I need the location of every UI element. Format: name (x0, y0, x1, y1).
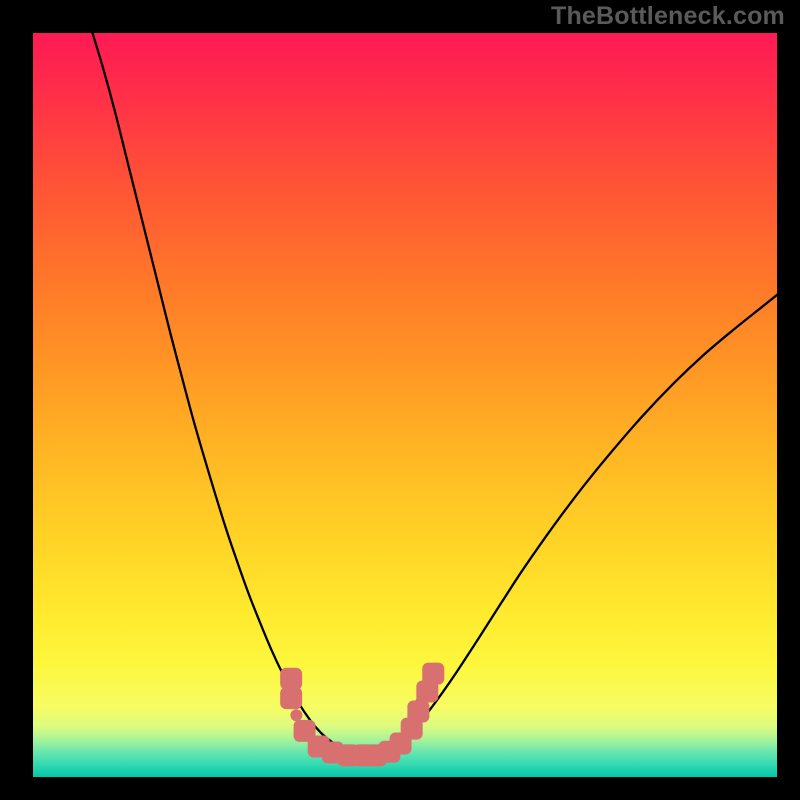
curve-left-branch (93, 33, 361, 752)
scatter-marker (280, 687, 302, 709)
scatter-marker (280, 668, 302, 690)
frame-border-bottom (0, 777, 800, 800)
frame-border-right (777, 0, 800, 800)
chart-svg (33, 33, 777, 777)
frame-border-left (0, 0, 33, 800)
watermark-text: TheBottleneck.com (551, 2, 785, 31)
scatter-marker (422, 663, 444, 685)
scatter-marker (407, 701, 429, 723)
plot-area (33, 33, 777, 777)
chart-frame: TheBottleneck.com (0, 0, 800, 800)
scatter-marker (290, 709, 302, 721)
